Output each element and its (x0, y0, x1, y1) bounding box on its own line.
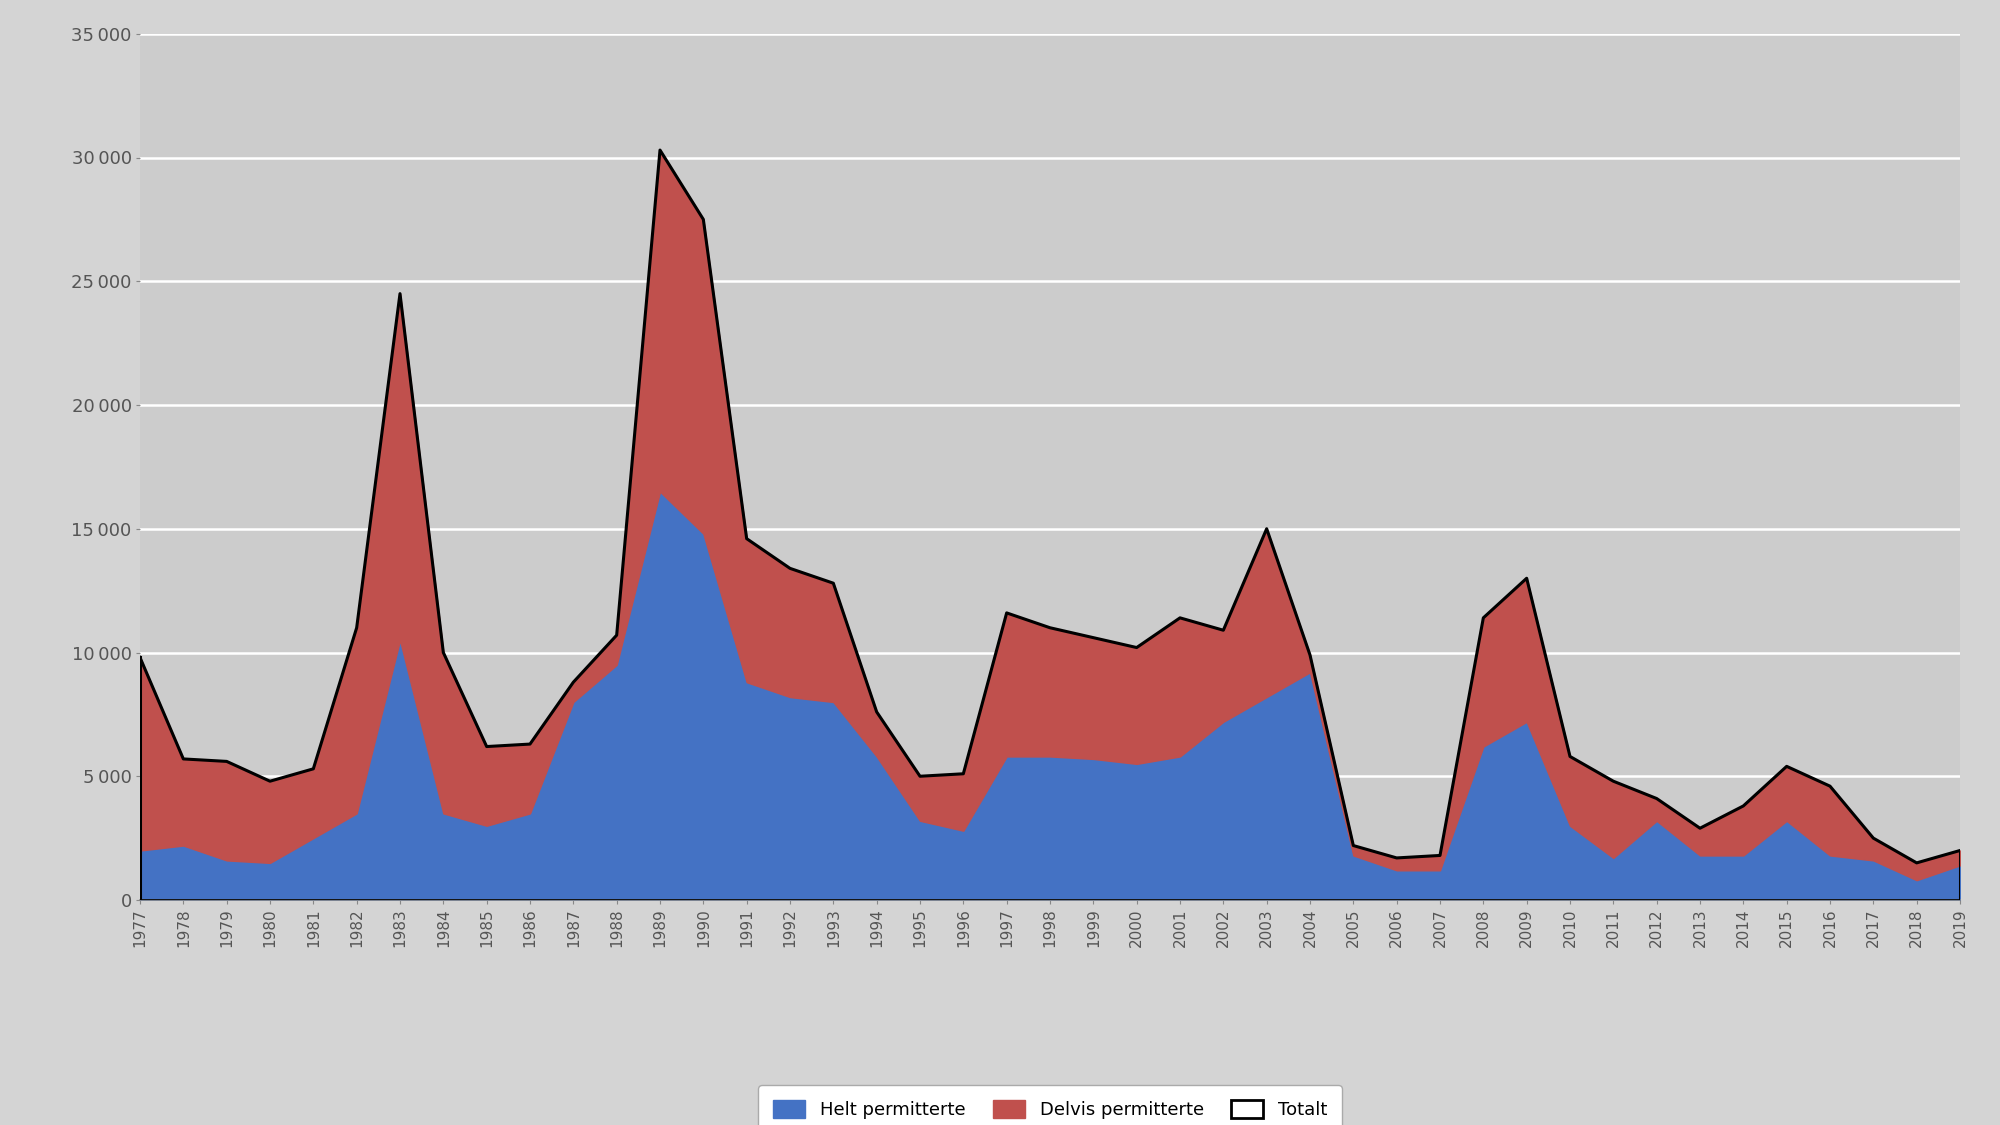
Legend: Helt permitterte, Delvis permitterte, Totalt: Helt permitterte, Delvis permitterte, To… (758, 1086, 1342, 1125)
